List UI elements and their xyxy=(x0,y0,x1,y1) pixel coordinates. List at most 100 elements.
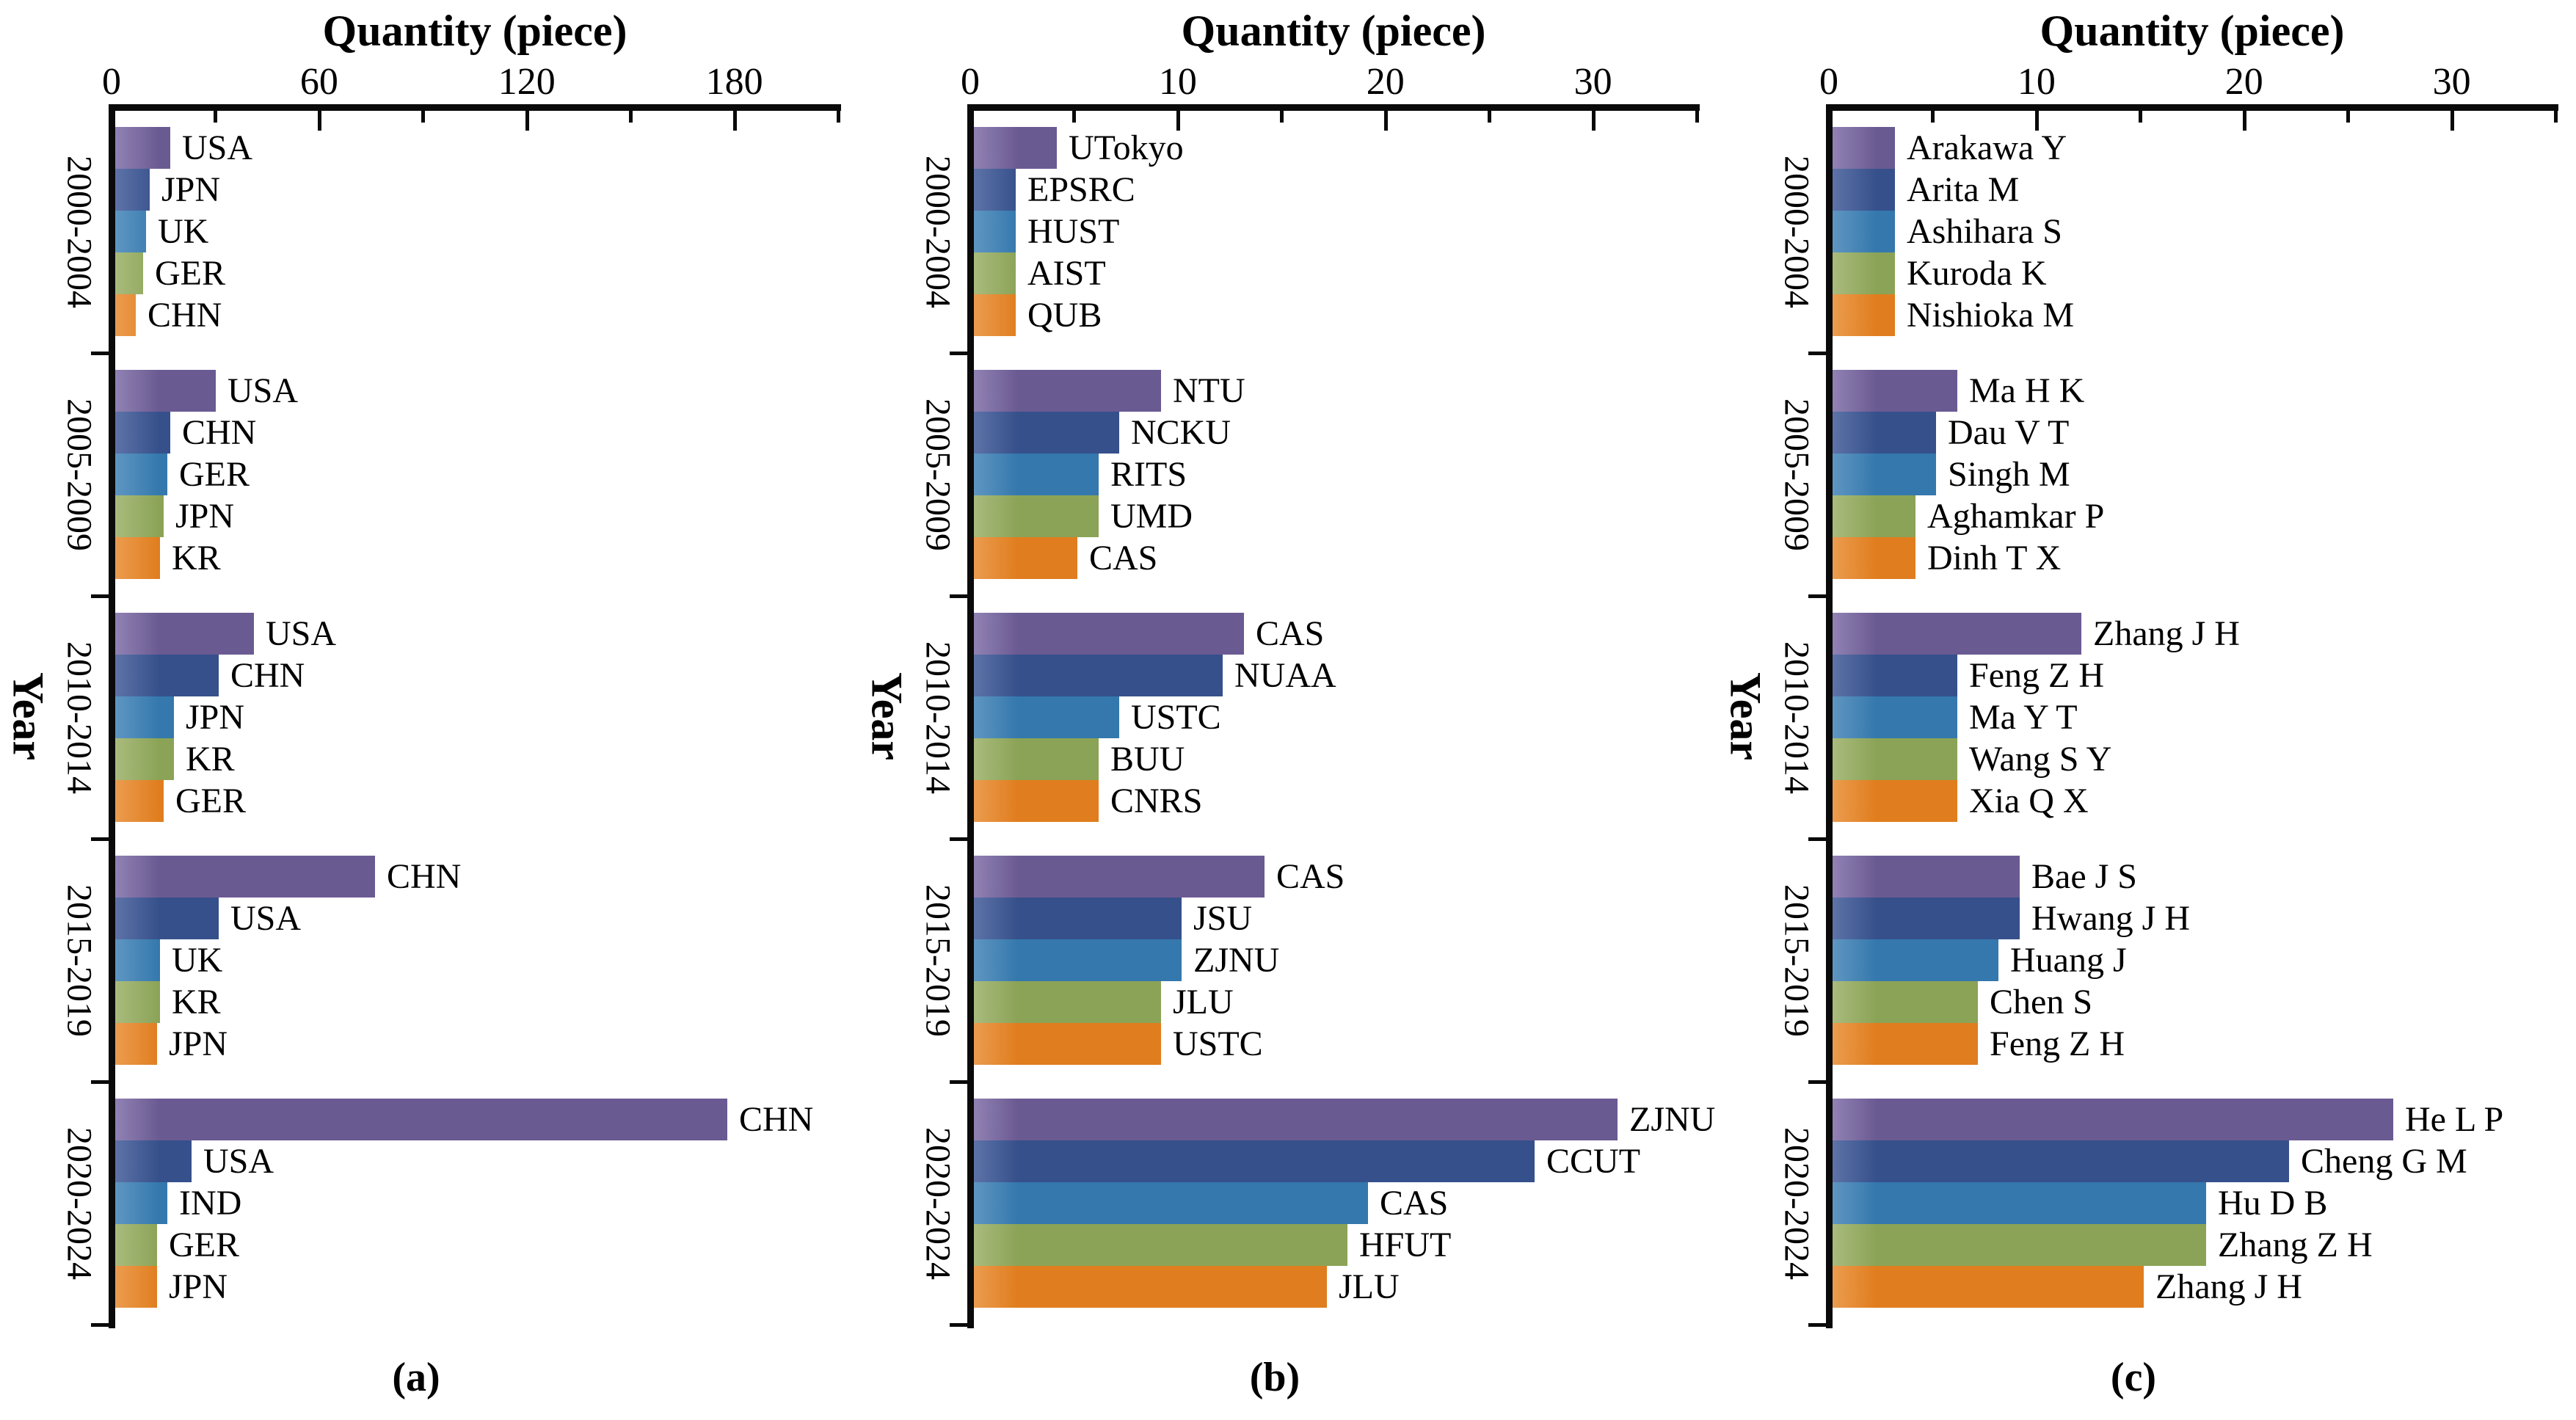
bar-label: BUU xyxy=(1110,740,1185,779)
bar-label: JPN xyxy=(161,170,221,209)
bar xyxy=(1833,1140,2289,1182)
y-group-tick xyxy=(950,352,967,355)
bar-label: QUB xyxy=(1027,296,1102,335)
x-tick-label: 0 xyxy=(102,61,121,103)
bar-label: NTU xyxy=(1173,371,1245,410)
y-group-tick xyxy=(1808,1080,1826,1084)
bar xyxy=(115,1023,157,1065)
bar-label: JLU xyxy=(1173,983,1234,1022)
bar-label: UTokyo xyxy=(1069,128,1184,167)
x-minor-tick xyxy=(2554,110,2558,123)
bar xyxy=(1833,252,1895,294)
period-label: 2020-2024 xyxy=(59,1126,99,1280)
bar xyxy=(115,370,216,412)
bar xyxy=(1833,127,1895,169)
x-minor-tick xyxy=(1931,110,1935,123)
bar-label: Feng Z H xyxy=(1990,1024,2125,1063)
bar-label: UMD xyxy=(1110,497,1193,536)
bar-label: RITS xyxy=(1110,455,1187,494)
bar-label: Ma Y T xyxy=(1969,698,2078,737)
panel-a: Quantity (piece) 0 60 120 180 USA JPN UK GER CHN 2… xyxy=(0,0,859,1420)
y-group-tick xyxy=(91,352,109,355)
period-label: 2015-2019 xyxy=(918,884,958,1037)
bar-label: CAS xyxy=(1276,857,1345,896)
bar xyxy=(1833,981,1978,1023)
bar-label: USA xyxy=(228,371,299,410)
x-axis-line xyxy=(109,104,841,111)
bar xyxy=(974,495,1099,537)
x-minor-tick xyxy=(421,110,426,123)
bar xyxy=(115,897,219,939)
bar-label: CHN xyxy=(182,413,257,452)
bar-label: EPSRC xyxy=(1027,170,1135,209)
bar xyxy=(974,1224,1347,1266)
bar-label: USTC xyxy=(1131,698,1221,737)
x-axis-title: Quantity (piece) xyxy=(1181,7,1486,55)
period-label: 2005-2009 xyxy=(59,398,99,551)
bar-label: Huang J xyxy=(2010,941,2127,980)
bar xyxy=(1833,370,1957,412)
x-minor-tick xyxy=(1695,110,1699,123)
bar-label: JPN xyxy=(175,497,235,536)
bar-label: HUST xyxy=(1027,212,1120,251)
bar xyxy=(974,696,1119,738)
y-group-tick xyxy=(1808,594,1826,598)
bar xyxy=(1833,655,1957,696)
bar-label: USA xyxy=(230,899,302,938)
bar-label: Zhang Z H xyxy=(2218,1226,2373,1264)
x-major-tick xyxy=(1383,110,1388,131)
bar-label: USTC xyxy=(1173,1024,1263,1063)
x-tick-label: 20 xyxy=(1366,61,1405,103)
bar xyxy=(115,856,375,897)
bar xyxy=(974,1266,1327,1308)
y-group-tick xyxy=(1808,1323,1826,1327)
bar xyxy=(115,169,150,211)
period-label: 2010-2014 xyxy=(918,641,958,794)
x-minor-tick xyxy=(629,110,633,123)
bar xyxy=(115,696,174,738)
bar xyxy=(1833,613,2081,655)
x-tick-label: 120 xyxy=(498,61,556,103)
bar-label: UK xyxy=(158,212,209,251)
bar xyxy=(1833,1224,2206,1266)
bar-label: Hu D B xyxy=(2218,1184,2328,1223)
x-tick-label: 0 xyxy=(1819,61,1838,103)
bar xyxy=(974,294,1016,336)
bar-label: UK xyxy=(172,941,223,980)
bar xyxy=(974,1099,1618,1140)
bar-label: USA xyxy=(266,614,337,653)
y-group-tick xyxy=(950,1323,967,1327)
period-label: 2005-2009 xyxy=(918,398,958,551)
period-label: 2005-2009 xyxy=(1777,398,1816,551)
bar xyxy=(115,1182,167,1224)
bar xyxy=(1833,856,2020,897)
bar-label: He L P xyxy=(2405,1100,2504,1139)
bar-label: AIST xyxy=(1027,254,1106,293)
x-axis-title: Quantity (piece) xyxy=(322,7,627,55)
bar xyxy=(115,655,219,696)
bar xyxy=(1833,211,1895,252)
bar-label: Cheng G M xyxy=(2301,1142,2467,1181)
bar xyxy=(115,1266,157,1308)
bar-label: CHN xyxy=(148,296,222,335)
x-tick-label: 180 xyxy=(705,61,763,103)
y-group-tick xyxy=(91,837,109,841)
x-major-tick xyxy=(2242,110,2246,131)
bar xyxy=(115,1224,157,1266)
y-group-tick xyxy=(950,594,967,598)
bar xyxy=(115,1140,192,1182)
x-minor-tick xyxy=(1072,110,1077,123)
bar xyxy=(1833,780,1957,822)
bar xyxy=(1833,738,1957,780)
bar xyxy=(115,454,167,495)
bar-label: Arita M xyxy=(1907,170,2020,209)
bar-label: Zhang J H xyxy=(2155,1267,2302,1306)
bar xyxy=(1833,939,1998,981)
x-major-tick xyxy=(1827,110,1831,131)
period-label: 2020-2024 xyxy=(918,1126,958,1280)
x-major-tick xyxy=(317,110,321,131)
x-major-tick xyxy=(1176,110,1180,131)
bar xyxy=(115,1099,727,1140)
